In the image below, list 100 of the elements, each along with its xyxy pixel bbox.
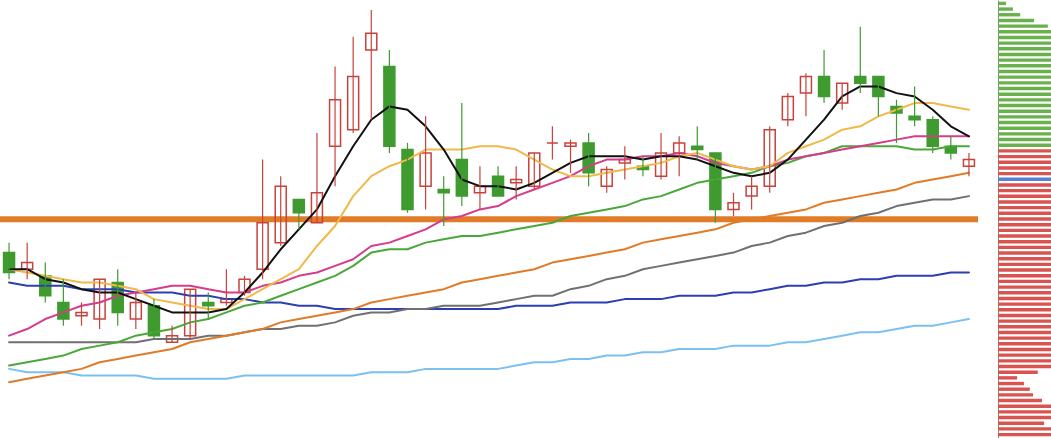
candlestick [256, 158, 269, 280]
candlestick [654, 132, 668, 181]
bar [998, 35, 1051, 40]
bar [998, 109, 1051, 113]
candlestick [75, 301, 88, 327]
candlestick [509, 165, 523, 201]
bar [998, 30, 1051, 34]
candlestick [383, 49, 396, 154]
candlestick [220, 268, 233, 307]
candlestick [202, 291, 215, 320]
candlestick [564, 139, 577, 174]
candlestick [365, 9, 378, 121]
candlestick [546, 125, 559, 161]
bar [998, 342, 1051, 346]
bar [998, 194, 1051, 199]
bar [998, 387, 1030, 391]
candlestick [781, 92, 795, 127]
bar [998, 404, 1051, 408]
bar [998, 7, 1013, 11]
candlestick [672, 135, 686, 177]
bar [998, 376, 1018, 380]
candlestick [962, 152, 976, 177]
bar [998, 13, 1021, 17]
bar [998, 239, 1051, 244]
bar [998, 398, 1042, 403]
candlestick [854, 26, 867, 94]
bar [998, 296, 1051, 301]
bar [998, 370, 1038, 374]
bar [998, 257, 1051, 261]
bar [998, 154, 1051, 159]
candlestick [310, 132, 324, 224]
bar [998, 166, 1051, 170]
bar [998, 302, 1051, 306]
bar [998, 143, 1051, 147]
candlestick [401, 142, 414, 214]
bar [998, 291, 1051, 295]
candlestick [528, 152, 541, 191]
bar [998, 41, 1051, 45]
candlestick [346, 36, 360, 134]
bar [998, 24, 1048, 28]
bar [998, 177, 1051, 181]
bar [998, 52, 1051, 57]
bar [998, 228, 1051, 233]
candlestick [745, 175, 758, 210]
bar [998, 211, 1051, 216]
bar [998, 132, 1051, 136]
candlestick [600, 165, 613, 194]
bar [998, 160, 1051, 164]
bar [998, 200, 1051, 204]
candlestick [274, 175, 287, 247]
bar [998, 268, 1051, 272]
candlestick [93, 278, 106, 330]
bar [998, 115, 1051, 119]
candlestick [473, 165, 487, 210]
candlestick [129, 291, 143, 330]
bar [998, 245, 1051, 250]
bar [998, 126, 1051, 130]
bar [998, 1, 1006, 6]
bar [998, 92, 1051, 96]
candlestick [165, 325, 179, 344]
bar [998, 58, 1051, 62]
bar [998, 274, 1051, 278]
bar [998, 262, 1051, 267]
bar [998, 421, 1045, 425]
candlestick [20, 242, 34, 280]
bar [998, 98, 1051, 102]
bar [998, 234, 1051, 238]
bar [998, 75, 1051, 79]
bar [998, 149, 1051, 153]
bar [998, 69, 1051, 74]
bar [998, 308, 1051, 312]
bar [998, 427, 1051, 431]
bar [998, 183, 1051, 187]
bar [998, 222, 1051, 227]
bar [998, 188, 1051, 193]
bar [998, 347, 1051, 352]
bar [998, 381, 1024, 386]
candlestick [835, 82, 849, 111]
candlestick [727, 192, 740, 217]
candlestick [183, 288, 197, 340]
bar [998, 120, 1051, 125]
candlestick [328, 65, 342, 187]
bar [998, 47, 1051, 51]
bar [998, 205, 1051, 210]
bar [998, 364, 1051, 369]
candlestick [238, 275, 251, 297]
bar [998, 393, 1033, 397]
bar [998, 103, 1051, 108]
bar [998, 251, 1051, 255]
candlestick [419, 115, 432, 210]
bar [998, 86, 1051, 91]
bar [998, 285, 1051, 289]
bar [998, 353, 1051, 357]
bar [998, 432, 1051, 437]
bar [998, 217, 1051, 221]
candlestick [618, 145, 632, 181]
bar [998, 325, 1051, 329]
candlestick [799, 72, 813, 117]
bar [998, 81, 1051, 85]
bar [998, 410, 1051, 414]
